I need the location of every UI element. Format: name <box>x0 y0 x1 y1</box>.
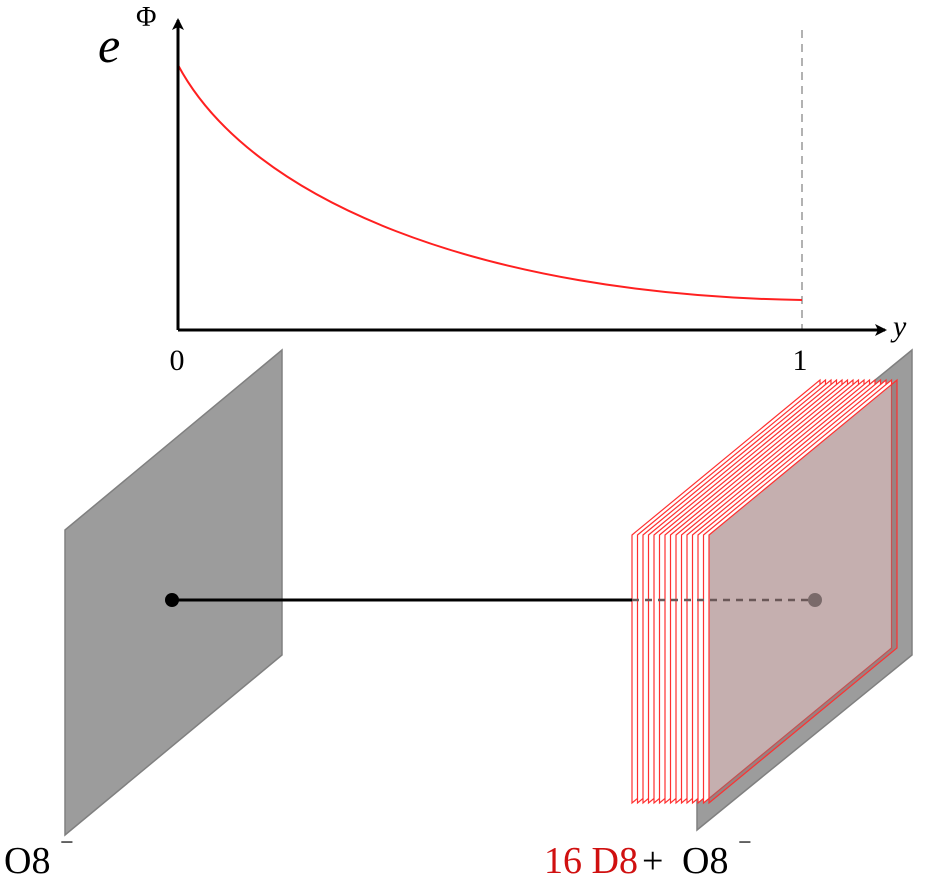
x-tick-label: 0 <box>170 344 185 377</box>
stack-label: 16 D8 <box>544 840 638 882</box>
o8-plane <box>65 350 282 835</box>
diagram: e Φ y 0 1 O8 − 16 D8 + O8 − <box>0 0 930 883</box>
d8-stack <box>632 380 897 803</box>
plus: + <box>642 840 663 882</box>
x-axis-label: y <box>890 310 907 343</box>
right-label-sup: − <box>738 830 752 856</box>
left-label-sup: − <box>60 830 74 856</box>
string-endpoint <box>165 593 179 607</box>
x-tick-label: 1 <box>793 344 808 377</box>
string-endpoint <box>808 593 822 607</box>
dilaton-curve <box>178 65 802 300</box>
left-label: O8 <box>4 840 50 882</box>
y-axis-label-exponent: Φ <box>136 2 156 33</box>
y-axis-label: e <box>98 17 120 73</box>
right-label: O8 <box>682 840 728 882</box>
